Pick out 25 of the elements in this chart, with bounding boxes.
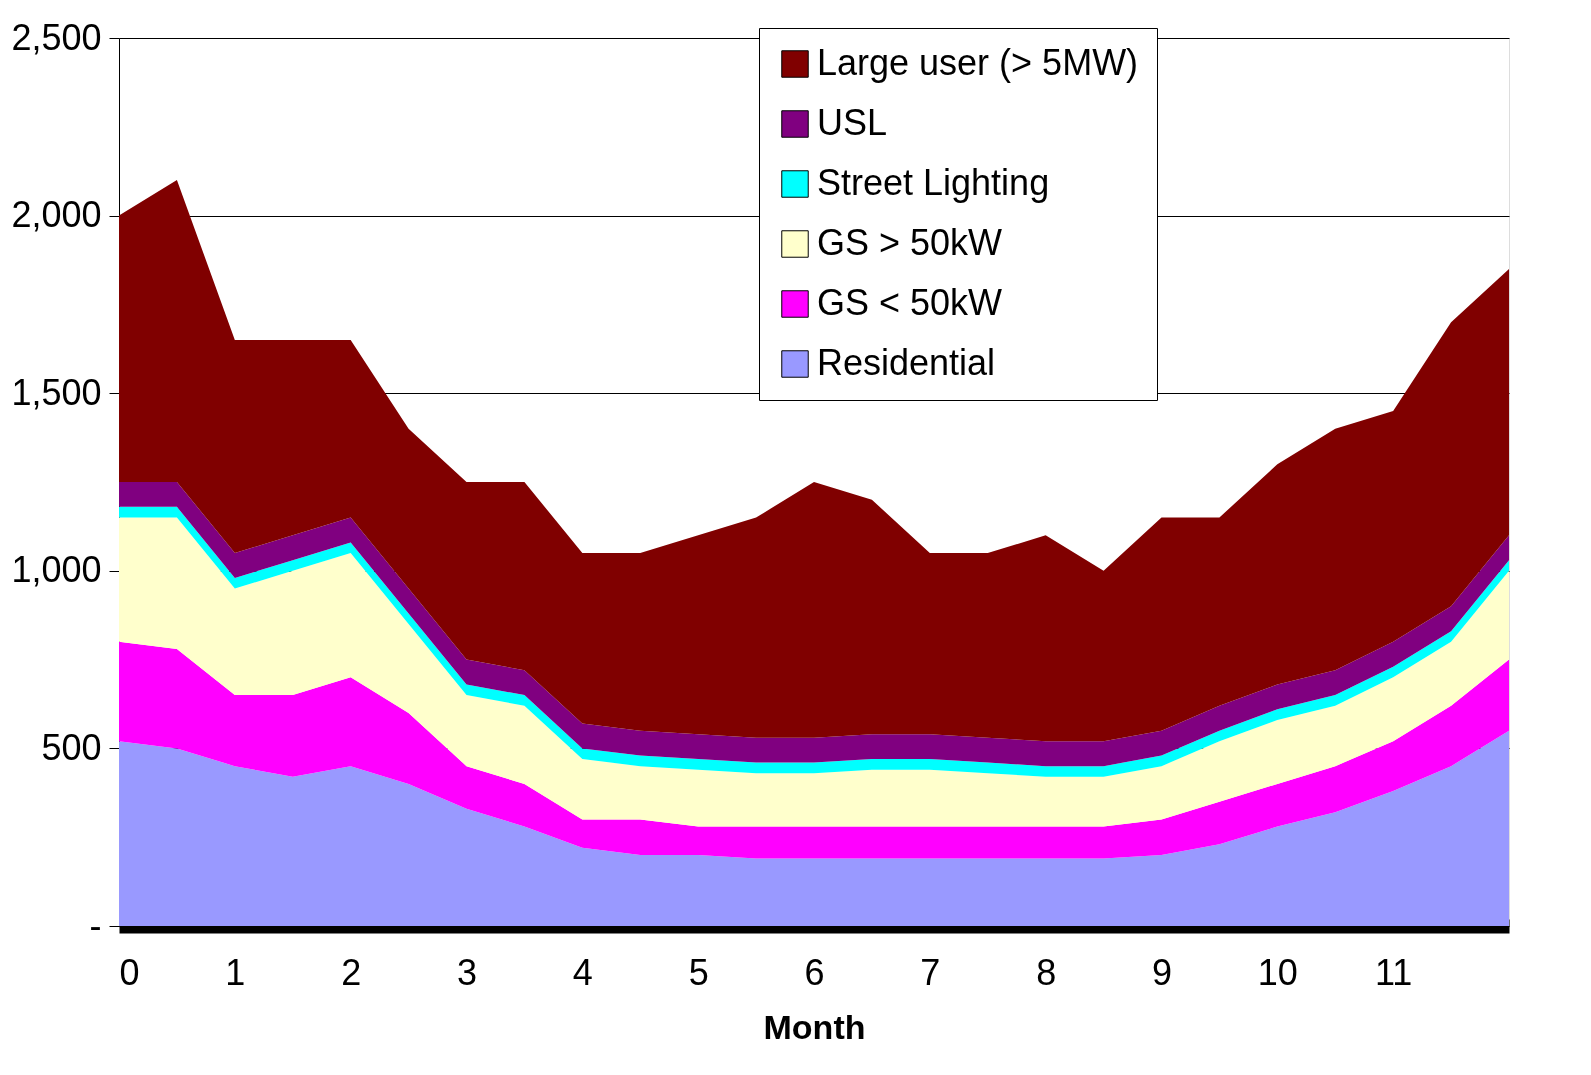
legend-label: Residential (817, 342, 996, 383)
x-tick-label: 5 (688, 951, 709, 993)
x-axis-title: Month (763, 1007, 866, 1046)
x-tick-label: 4 (572, 951, 593, 993)
legend-label: GS < 50kW (817, 282, 1003, 323)
y-tick-label: 2,000 (11, 194, 102, 236)
y-tick-label: 1,500 (11, 371, 102, 413)
y-tick-label: 500 (41, 726, 102, 768)
y-tick-label: 1,000 (11, 549, 102, 591)
x-tick-label: 1 (225, 951, 246, 993)
x-tick-label: 6 (804, 951, 825, 993)
x-tick-label: 9 (1151, 951, 1173, 993)
legend-label: USL (817, 102, 888, 143)
y-tick-label: 2,500 (11, 16, 102, 58)
x-tick-label: 11 (1374, 951, 1413, 993)
x-tick-label: 3 (456, 951, 478, 993)
legend-label: Large user (> 5MW) (817, 42, 1139, 83)
legend-label: Street Lighting (817, 162, 1050, 203)
x-tick-label: 0 (119, 951, 140, 993)
x-tick-label: 10 (1257, 951, 1298, 993)
y-tick-label: - (89, 904, 102, 946)
x-tick-label: 2 (341, 951, 362, 993)
x-tick-label: 8 (1036, 951, 1057, 993)
x-tick-label: 7 (920, 951, 941, 993)
legend-label: GS > 50kW (817, 222, 1003, 263)
